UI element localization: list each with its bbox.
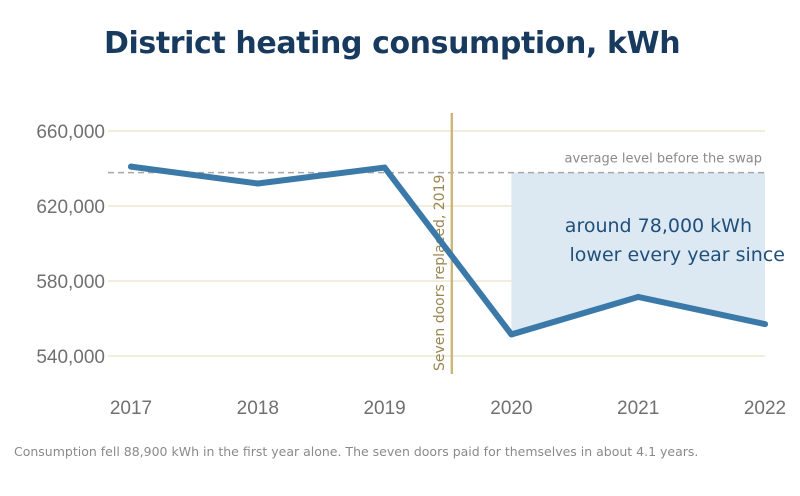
consumption-series-line — [128, 163, 768, 338]
data-point — [381, 164, 388, 171]
data-point — [635, 293, 642, 300]
savings-band — [511, 172, 765, 335]
savings-label-line1: around 78,000 kWh — [565, 215, 752, 237]
data-point — [508, 331, 515, 338]
x-tick-label: 2021 — [617, 398, 659, 419]
y-tick-label: 580,000 — [36, 272, 105, 293]
average-level-label: average level before the swap — [565, 152, 762, 167]
footnote: Consumption fell 88,900 kWh in the first… — [14, 444, 699, 459]
door-replacement-label: Seven doors replaced, 2019 — [432, 175, 448, 371]
y-tick-label: 540,000 — [36, 347, 105, 368]
y-tick-label: 620,000 — [36, 197, 105, 218]
savings-label-line2: lower every year since — [570, 244, 786, 266]
data-point — [762, 321, 768, 328]
data-point — [128, 163, 134, 170]
x-tick-label: 2017 — [110, 398, 152, 419]
x-tick-label: 2022 — [744, 398, 786, 419]
y-tick-label: 660,000 — [36, 122, 105, 143]
data-points — [128, 163, 768, 338]
chart-title: District heating consumption, kWh — [104, 26, 681, 61]
x-tick-label: 2019 — [363, 398, 405, 419]
x-tick-label: 2020 — [490, 398, 532, 419]
y-axis-ticks: 540,000 580,000 620,000 660,000 — [36, 122, 105, 368]
x-tick-label: 2018 — [237, 398, 279, 419]
data-point — [254, 180, 261, 187]
x-axis-ticks: 2017 2018 2019 2020 2021 2022 — [110, 398, 786, 419]
